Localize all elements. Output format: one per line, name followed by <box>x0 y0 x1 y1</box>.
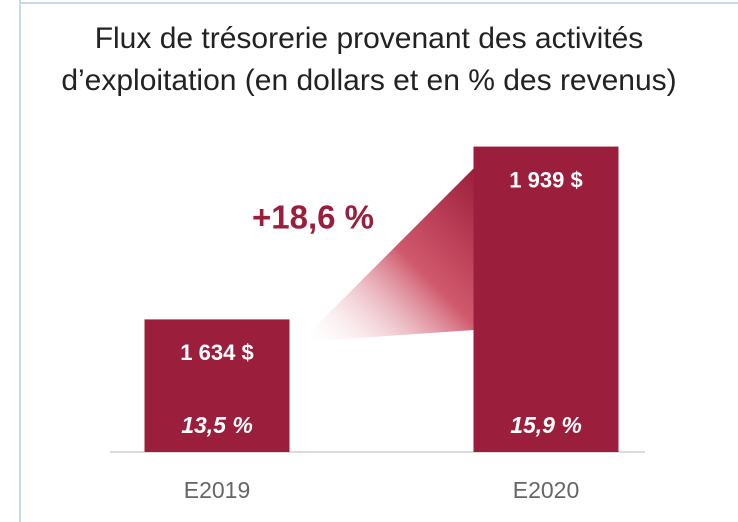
x-tick-label: E2019 <box>184 477 251 503</box>
bar <box>473 146 619 453</box>
value-label: 1 634 $ <box>180 340 253 365</box>
growth-annotation: +18,6 % <box>252 199 374 236</box>
chart-title: Flux de trésorerie provenant des activit… <box>61 22 677 97</box>
revenue-pct-label: 15,9 % <box>510 412 582 438</box>
bar <box>144 319 290 452</box>
value-label: 1 939 $ <box>509 167 582 192</box>
growth-wedge <box>300 168 474 342</box>
revenue-pct-label: 13,5 % <box>181 412 253 438</box>
x-tick-label: E2020 <box>513 477 580 503</box>
